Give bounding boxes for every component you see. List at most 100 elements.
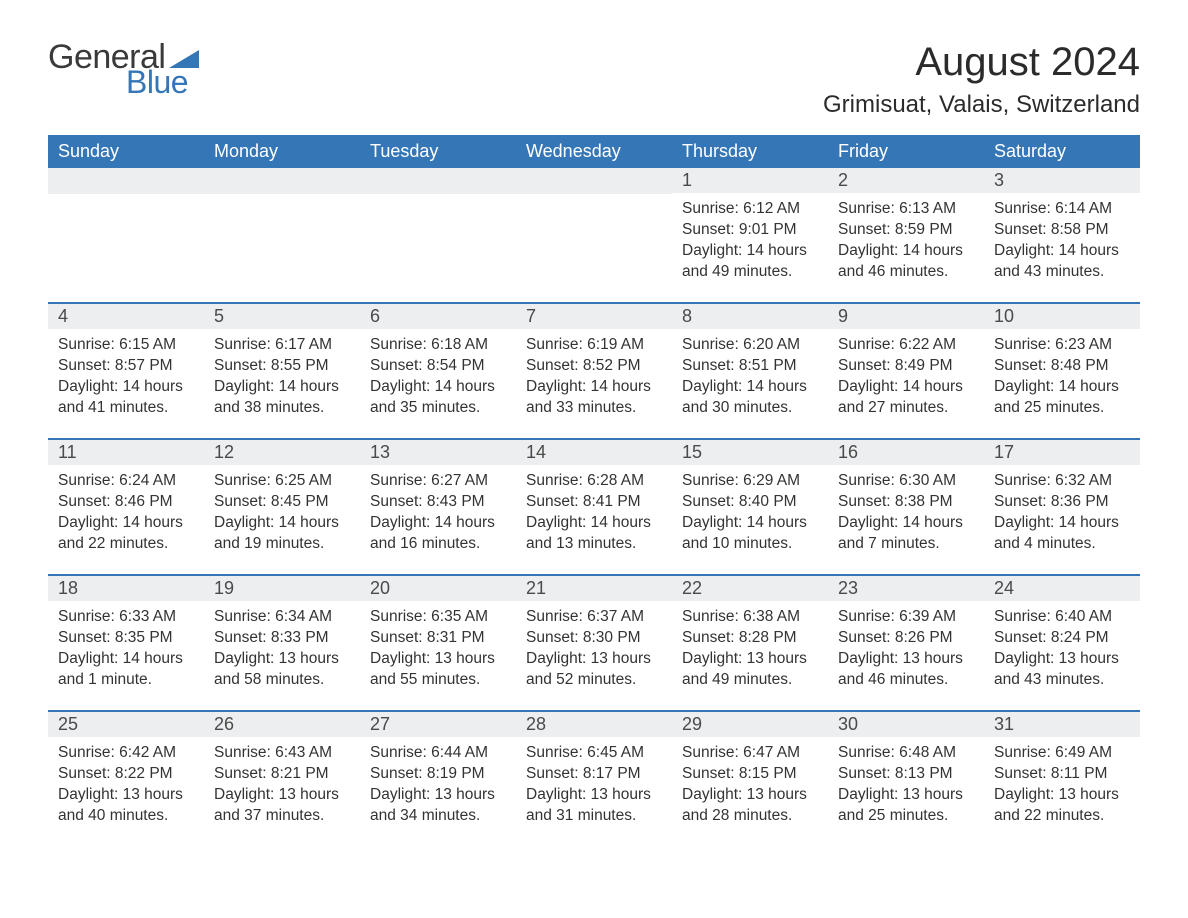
day-cell: 11Sunrise: 6:24 AMSunset: 8:46 PMDayligh… (48, 440, 204, 560)
day-cell: 22Sunrise: 6:38 AMSunset: 8:28 PMDayligh… (672, 576, 828, 696)
dow-thursday: Thursday (672, 135, 828, 168)
day-number: 9 (828, 304, 984, 329)
day-cell: 21Sunrise: 6:37 AMSunset: 8:30 PMDayligh… (516, 576, 672, 696)
calendar: Sunday Monday Tuesday Wednesday Thursday… (48, 135, 1140, 832)
day-number: 6 (360, 304, 516, 329)
sunset-text: Sunset: 8:51 PM (682, 356, 818, 377)
sunset-text: Sunset: 8:28 PM (682, 628, 818, 649)
day-number: 23 (828, 576, 984, 601)
day-details: Sunrise: 6:19 AMSunset: 8:52 PMDaylight:… (516, 329, 672, 423)
daylight-text: Daylight: 14 hours and 19 minutes. (214, 513, 350, 555)
day-details: Sunrise: 6:39 AMSunset: 8:26 PMDaylight:… (828, 601, 984, 695)
daylight-text: Daylight: 14 hours and 38 minutes. (214, 377, 350, 419)
day-cell: 6Sunrise: 6:18 AMSunset: 8:54 PMDaylight… (360, 304, 516, 424)
daylight-text: Daylight: 13 hours and 46 minutes. (838, 649, 974, 691)
day-cell (204, 168, 360, 288)
daylight-text: Daylight: 14 hours and 7 minutes. (838, 513, 974, 555)
logo: General Blue (48, 40, 199, 98)
sunrise-text: Sunrise: 6:18 AM (370, 335, 506, 356)
day-cell: 24Sunrise: 6:40 AMSunset: 8:24 PMDayligh… (984, 576, 1140, 696)
day-number: 20 (360, 576, 516, 601)
sunset-text: Sunset: 8:19 PM (370, 764, 506, 785)
sunrise-text: Sunrise: 6:40 AM (994, 607, 1130, 628)
day-details: Sunrise: 6:37 AMSunset: 8:30 PMDaylight:… (516, 601, 672, 695)
sunset-text: Sunset: 8:35 PM (58, 628, 194, 649)
sunset-text: Sunset: 8:46 PM (58, 492, 194, 513)
day-cell: 4Sunrise: 6:15 AMSunset: 8:57 PMDaylight… (48, 304, 204, 424)
sunrise-text: Sunrise: 6:13 AM (838, 199, 974, 220)
day-cell: 5Sunrise: 6:17 AMSunset: 8:55 PMDaylight… (204, 304, 360, 424)
sunset-text: Sunset: 8:21 PM (214, 764, 350, 785)
day-cell: 29Sunrise: 6:47 AMSunset: 8:15 PMDayligh… (672, 712, 828, 832)
day-number: 16 (828, 440, 984, 465)
daylight-text: Daylight: 13 hours and 40 minutes. (58, 785, 194, 827)
day-details: Sunrise: 6:27 AMSunset: 8:43 PMDaylight:… (360, 465, 516, 559)
sunrise-text: Sunrise: 6:45 AM (526, 743, 662, 764)
sunrise-text: Sunrise: 6:12 AM (682, 199, 818, 220)
day-details: Sunrise: 6:42 AMSunset: 8:22 PMDaylight:… (48, 737, 204, 831)
day-number (360, 168, 516, 194)
dow-sunday: Sunday (48, 135, 204, 168)
day-details: Sunrise: 6:34 AMSunset: 8:33 PMDaylight:… (204, 601, 360, 695)
sunset-text: Sunset: 8:52 PM (526, 356, 662, 377)
sunrise-text: Sunrise: 6:19 AM (526, 335, 662, 356)
sunset-text: Sunset: 8:33 PM (214, 628, 350, 649)
day-cell: 1Sunrise: 6:12 AMSunset: 9:01 PMDaylight… (672, 168, 828, 288)
dow-saturday: Saturday (984, 135, 1140, 168)
daylight-text: Daylight: 14 hours and 1 minute. (58, 649, 194, 691)
day-of-week-header: Sunday Monday Tuesday Wednesday Thursday… (48, 135, 1140, 168)
day-number: 28 (516, 712, 672, 737)
sunrise-text: Sunrise: 6:17 AM (214, 335, 350, 356)
sunset-text: Sunset: 8:58 PM (994, 220, 1130, 241)
day-number: 4 (48, 304, 204, 329)
day-cell: 16Sunrise: 6:30 AMSunset: 8:38 PMDayligh… (828, 440, 984, 560)
day-details: Sunrise: 6:22 AMSunset: 8:49 PMDaylight:… (828, 329, 984, 423)
day-cell: 27Sunrise: 6:44 AMSunset: 8:19 PMDayligh… (360, 712, 516, 832)
day-cell (516, 168, 672, 288)
daylight-text: Daylight: 13 hours and 55 minutes. (370, 649, 506, 691)
day-number: 7 (516, 304, 672, 329)
sunrise-text: Sunrise: 6:29 AM (682, 471, 818, 492)
day-details: Sunrise: 6:47 AMSunset: 8:15 PMDaylight:… (672, 737, 828, 831)
sunset-text: Sunset: 8:17 PM (526, 764, 662, 785)
daylight-text: Daylight: 13 hours and 25 minutes. (838, 785, 974, 827)
day-number: 13 (360, 440, 516, 465)
sunrise-text: Sunrise: 6:32 AM (994, 471, 1130, 492)
sunrise-text: Sunrise: 6:28 AM (526, 471, 662, 492)
day-cell: 12Sunrise: 6:25 AMSunset: 8:45 PMDayligh… (204, 440, 360, 560)
sunrise-text: Sunrise: 6:49 AM (994, 743, 1130, 764)
day-number: 30 (828, 712, 984, 737)
day-cell: 23Sunrise: 6:39 AMSunset: 8:26 PMDayligh… (828, 576, 984, 696)
sunrise-text: Sunrise: 6:22 AM (838, 335, 974, 356)
day-details: Sunrise: 6:45 AMSunset: 8:17 PMDaylight:… (516, 737, 672, 831)
day-number: 3 (984, 168, 1140, 193)
sunrise-text: Sunrise: 6:43 AM (214, 743, 350, 764)
day-cell: 19Sunrise: 6:34 AMSunset: 8:33 PMDayligh… (204, 576, 360, 696)
day-cell: 15Sunrise: 6:29 AMSunset: 8:40 PMDayligh… (672, 440, 828, 560)
day-number (204, 168, 360, 194)
day-details: Sunrise: 6:18 AMSunset: 8:54 PMDaylight:… (360, 329, 516, 423)
day-details: Sunrise: 6:15 AMSunset: 8:57 PMDaylight:… (48, 329, 204, 423)
sunrise-text: Sunrise: 6:23 AM (994, 335, 1130, 356)
day-cell: 8Sunrise: 6:20 AMSunset: 8:51 PMDaylight… (672, 304, 828, 424)
day-details: Sunrise: 6:29 AMSunset: 8:40 PMDaylight:… (672, 465, 828, 559)
daylight-text: Daylight: 14 hours and 49 minutes. (682, 241, 818, 283)
sunrise-text: Sunrise: 6:42 AM (58, 743, 194, 764)
sunrise-text: Sunrise: 6:30 AM (838, 471, 974, 492)
sunset-text: Sunset: 8:36 PM (994, 492, 1130, 513)
daylight-text: Daylight: 14 hours and 46 minutes. (838, 241, 974, 283)
day-details: Sunrise: 6:32 AMSunset: 8:36 PMDaylight:… (984, 465, 1140, 559)
day-number: 31 (984, 712, 1140, 737)
day-cell: 7Sunrise: 6:19 AMSunset: 8:52 PMDaylight… (516, 304, 672, 424)
daylight-text: Daylight: 13 hours and 22 minutes. (994, 785, 1130, 827)
sunrise-text: Sunrise: 6:38 AM (682, 607, 818, 628)
day-cell: 9Sunrise: 6:22 AMSunset: 8:49 PMDaylight… (828, 304, 984, 424)
day-details: Sunrise: 6:12 AMSunset: 9:01 PMDaylight:… (672, 193, 828, 287)
sunset-text: Sunset: 8:48 PM (994, 356, 1130, 377)
daylight-text: Daylight: 13 hours and 31 minutes. (526, 785, 662, 827)
day-number: 8 (672, 304, 828, 329)
sunrise-text: Sunrise: 6:15 AM (58, 335, 194, 356)
day-details: Sunrise: 6:23 AMSunset: 8:48 PMDaylight:… (984, 329, 1140, 423)
day-number: 26 (204, 712, 360, 737)
day-cell: 3Sunrise: 6:14 AMSunset: 8:58 PMDaylight… (984, 168, 1140, 288)
